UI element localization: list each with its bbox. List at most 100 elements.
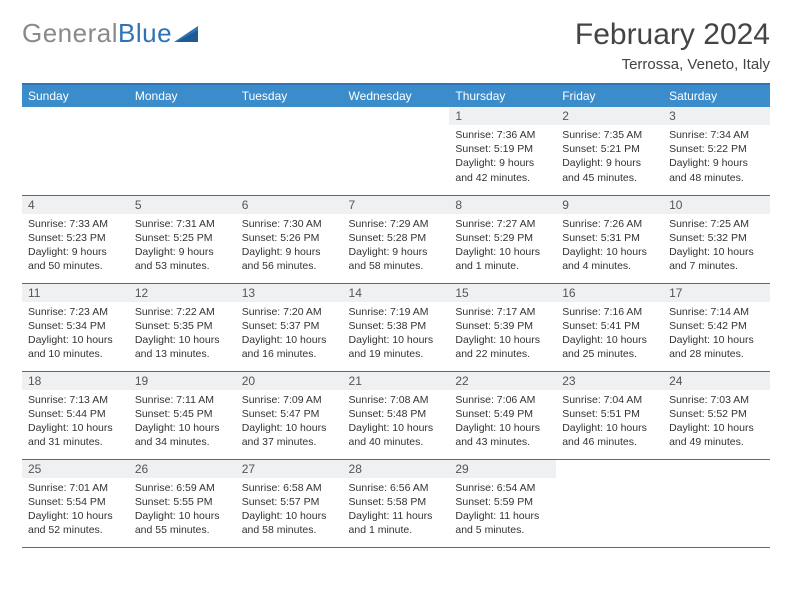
day-number: 5 bbox=[129, 196, 236, 214]
day-details: Sunrise: 7:14 AMSunset: 5:42 PMDaylight:… bbox=[663, 302, 770, 366]
day-number: 2 bbox=[556, 107, 663, 125]
calendar-cell: 25Sunrise: 7:01 AMSunset: 5:54 PMDayligh… bbox=[22, 459, 129, 547]
calendar-cell: 4Sunrise: 7:33 AMSunset: 5:23 PMDaylight… bbox=[22, 195, 129, 283]
day-details: Sunrise: 7:06 AMSunset: 5:49 PMDaylight:… bbox=[449, 390, 556, 454]
day-number: 14 bbox=[343, 284, 450, 302]
day-number: 1 bbox=[449, 107, 556, 125]
calendar-cell bbox=[663, 459, 770, 547]
day-number: 7 bbox=[343, 196, 450, 214]
day-details: Sunrise: 7:03 AMSunset: 5:52 PMDaylight:… bbox=[663, 390, 770, 454]
brand-text-1: General bbox=[22, 18, 118, 49]
day-number: 4 bbox=[22, 196, 129, 214]
day-details: Sunrise: 7:01 AMSunset: 5:54 PMDaylight:… bbox=[22, 478, 129, 542]
calendar-cell: 29Sunrise: 6:54 AMSunset: 5:59 PMDayligh… bbox=[449, 459, 556, 547]
day-details: Sunrise: 7:31 AMSunset: 5:25 PMDaylight:… bbox=[129, 214, 236, 278]
calendar-cell bbox=[22, 107, 129, 195]
day-number: 25 bbox=[22, 460, 129, 478]
brand-triangle-icon bbox=[174, 24, 202, 44]
day-details: Sunrise: 7:22 AMSunset: 5:35 PMDaylight:… bbox=[129, 302, 236, 366]
calendar-cell: 5Sunrise: 7:31 AMSunset: 5:25 PMDaylight… bbox=[129, 195, 236, 283]
day-details: Sunrise: 6:56 AMSunset: 5:58 PMDaylight:… bbox=[343, 478, 450, 542]
day-number: 21 bbox=[343, 372, 450, 390]
weekday-header: Friday bbox=[556, 85, 663, 107]
calendar-cell: 3Sunrise: 7:34 AMSunset: 5:22 PMDaylight… bbox=[663, 107, 770, 195]
day-number: 9 bbox=[556, 196, 663, 214]
day-number: 3 bbox=[663, 107, 770, 125]
calendar-row: 4Sunrise: 7:33 AMSunset: 5:23 PMDaylight… bbox=[22, 195, 770, 283]
calendar-row: 1Sunrise: 7:36 AMSunset: 5:19 PMDaylight… bbox=[22, 107, 770, 195]
calendar-cell: 16Sunrise: 7:16 AMSunset: 5:41 PMDayligh… bbox=[556, 283, 663, 371]
calendar-cell: 12Sunrise: 7:22 AMSunset: 5:35 PMDayligh… bbox=[129, 283, 236, 371]
day-details: Sunrise: 6:54 AMSunset: 5:59 PMDaylight:… bbox=[449, 478, 556, 542]
day-details: Sunrise: 7:13 AMSunset: 5:44 PMDaylight:… bbox=[22, 390, 129, 454]
day-number: 23 bbox=[556, 372, 663, 390]
calendar-cell bbox=[556, 459, 663, 547]
day-number: 29 bbox=[449, 460, 556, 478]
day-number: 11 bbox=[22, 284, 129, 302]
day-details: Sunrise: 7:34 AMSunset: 5:22 PMDaylight:… bbox=[663, 125, 770, 189]
calendar-cell: 8Sunrise: 7:27 AMSunset: 5:29 PMDaylight… bbox=[449, 195, 556, 283]
day-details: Sunrise: 7:20 AMSunset: 5:37 PMDaylight:… bbox=[236, 302, 343, 366]
calendar-cell: 24Sunrise: 7:03 AMSunset: 5:52 PMDayligh… bbox=[663, 371, 770, 459]
day-details: Sunrise: 6:58 AMSunset: 5:57 PMDaylight:… bbox=[236, 478, 343, 542]
calendar-cell: 13Sunrise: 7:20 AMSunset: 5:37 PMDayligh… bbox=[236, 283, 343, 371]
calendar-cell: 10Sunrise: 7:25 AMSunset: 5:32 PMDayligh… bbox=[663, 195, 770, 283]
day-number: 24 bbox=[663, 372, 770, 390]
calendar-cell: 27Sunrise: 6:58 AMSunset: 5:57 PMDayligh… bbox=[236, 459, 343, 547]
calendar-row: 11Sunrise: 7:23 AMSunset: 5:34 PMDayligh… bbox=[22, 283, 770, 371]
calendar-cell: 21Sunrise: 7:08 AMSunset: 5:48 PMDayligh… bbox=[343, 371, 450, 459]
calendar-cell bbox=[343, 107, 450, 195]
day-number: 26 bbox=[129, 460, 236, 478]
weekday-header: Wednesday bbox=[343, 85, 450, 107]
calendar-cell: 26Sunrise: 6:59 AMSunset: 5:55 PMDayligh… bbox=[129, 459, 236, 547]
day-details: Sunrise: 7:36 AMSunset: 5:19 PMDaylight:… bbox=[449, 125, 556, 189]
day-details: Sunrise: 7:09 AMSunset: 5:47 PMDaylight:… bbox=[236, 390, 343, 454]
day-number: 17 bbox=[663, 284, 770, 302]
calendar-cell: 28Sunrise: 6:56 AMSunset: 5:58 PMDayligh… bbox=[343, 459, 450, 547]
day-number: 28 bbox=[343, 460, 450, 478]
day-number: 12 bbox=[129, 284, 236, 302]
calendar-cell: 11Sunrise: 7:23 AMSunset: 5:34 PMDayligh… bbox=[22, 283, 129, 371]
day-details: Sunrise: 7:29 AMSunset: 5:28 PMDaylight:… bbox=[343, 214, 450, 278]
day-details: Sunrise: 7:33 AMSunset: 5:23 PMDaylight:… bbox=[22, 214, 129, 278]
day-details: Sunrise: 7:27 AMSunset: 5:29 PMDaylight:… bbox=[449, 214, 556, 278]
day-number: 13 bbox=[236, 284, 343, 302]
day-details: Sunrise: 7:25 AMSunset: 5:32 PMDaylight:… bbox=[663, 214, 770, 278]
calendar-cell: 22Sunrise: 7:06 AMSunset: 5:49 PMDayligh… bbox=[449, 371, 556, 459]
day-details: Sunrise: 7:23 AMSunset: 5:34 PMDaylight:… bbox=[22, 302, 129, 366]
day-details: Sunrise: 7:17 AMSunset: 5:39 PMDaylight:… bbox=[449, 302, 556, 366]
title-block: February 2024 Terrossa, Veneto, Italy bbox=[575, 18, 770, 73]
calendar-cell: 7Sunrise: 7:29 AMSunset: 5:28 PMDaylight… bbox=[343, 195, 450, 283]
calendar-cell: 18Sunrise: 7:13 AMSunset: 5:44 PMDayligh… bbox=[22, 371, 129, 459]
day-number: 16 bbox=[556, 284, 663, 302]
day-number: 22 bbox=[449, 372, 556, 390]
day-number: 27 bbox=[236, 460, 343, 478]
day-details: Sunrise: 7:26 AMSunset: 5:31 PMDaylight:… bbox=[556, 214, 663, 278]
calendar-cell: 6Sunrise: 7:30 AMSunset: 5:26 PMDaylight… bbox=[236, 195, 343, 283]
calendar-cell: 17Sunrise: 7:14 AMSunset: 5:42 PMDayligh… bbox=[663, 283, 770, 371]
day-details: Sunrise: 7:19 AMSunset: 5:38 PMDaylight:… bbox=[343, 302, 450, 366]
day-number: 19 bbox=[129, 372, 236, 390]
weekday-header: Saturday bbox=[663, 85, 770, 107]
page-title: February 2024 bbox=[575, 18, 770, 52]
day-details: Sunrise: 7:16 AMSunset: 5:41 PMDaylight:… bbox=[556, 302, 663, 366]
calendar-row: 25Sunrise: 7:01 AMSunset: 5:54 PMDayligh… bbox=[22, 459, 770, 547]
day-number: 15 bbox=[449, 284, 556, 302]
calendar-cell: 9Sunrise: 7:26 AMSunset: 5:31 PMDaylight… bbox=[556, 195, 663, 283]
day-details: Sunrise: 7:35 AMSunset: 5:21 PMDaylight:… bbox=[556, 125, 663, 189]
day-details: Sunrise: 7:11 AMSunset: 5:45 PMDaylight:… bbox=[129, 390, 236, 454]
header: GeneralBlue February 2024 Terrossa, Vene… bbox=[22, 18, 770, 73]
day-number: 18 bbox=[22, 372, 129, 390]
weekday-header: Thursday bbox=[449, 85, 556, 107]
weekday-header: Monday bbox=[129, 85, 236, 107]
day-number: 10 bbox=[663, 196, 770, 214]
day-details: Sunrise: 7:04 AMSunset: 5:51 PMDaylight:… bbox=[556, 390, 663, 454]
brand-text-2: Blue bbox=[118, 18, 172, 49]
day-number: 6 bbox=[236, 196, 343, 214]
calendar-cell bbox=[236, 107, 343, 195]
calendar-cell: 20Sunrise: 7:09 AMSunset: 5:47 PMDayligh… bbox=[236, 371, 343, 459]
weekday-header-row: SundayMondayTuesdayWednesdayThursdayFrid… bbox=[22, 85, 770, 107]
calendar-cell: 23Sunrise: 7:04 AMSunset: 5:51 PMDayligh… bbox=[556, 371, 663, 459]
calendar-cell: 2Sunrise: 7:35 AMSunset: 5:21 PMDaylight… bbox=[556, 107, 663, 195]
day-number: 8 bbox=[449, 196, 556, 214]
